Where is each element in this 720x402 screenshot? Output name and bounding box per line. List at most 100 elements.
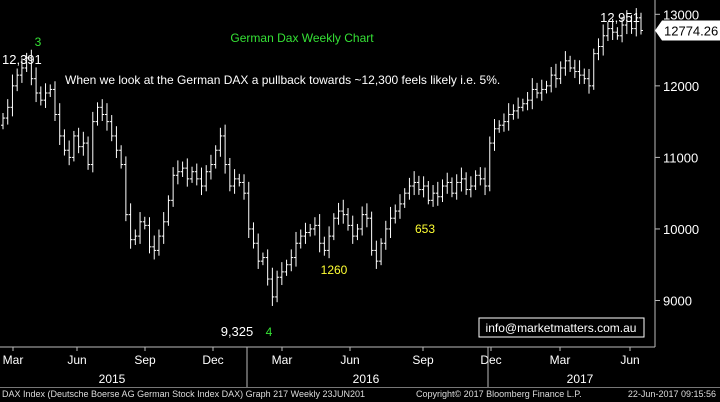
ohlc-bar — [317, 214, 322, 253]
ohlc-bar — [15, 68, 20, 92]
ohlc-bar — [81, 131, 86, 156]
ohlc-bar — [161, 212, 166, 244]
x-year-label: 2015 — [99, 372, 126, 386]
footer-copyright: Copyright© 2017 Bloomberg Finance L.P. — [416, 389, 582, 399]
y-tick-label: 9000 — [663, 293, 692, 308]
chart-annotation: 9,325 — [221, 324, 254, 339]
ohlc-bar — [327, 226, 332, 259]
ohlc-bar — [227, 157, 232, 192]
chart-annotation: 12,951 — [600, 10, 640, 25]
ohlc-bar — [558, 61, 563, 84]
ohlc-bar — [298, 229, 303, 249]
ohlc-bar — [38, 86, 43, 106]
ohlc-bar — [284, 259, 289, 276]
ohlc-bar — [572, 59, 577, 79]
ohlc-bar — [34, 67, 39, 103]
ohlc-bar — [251, 222, 256, 249]
ohlc-bar — [478, 167, 483, 186]
ohlc-bar — [563, 51, 568, 76]
ohlc-bar — [336, 202, 341, 225]
ohlc-bar — [294, 231, 299, 267]
x-year-label: 2016 — [353, 372, 380, 386]
ohlc-bar — [374, 240, 379, 269]
ohlc-bar — [615, 27, 620, 40]
ohlc-bar — [123, 156, 128, 222]
ohlc-bar — [568, 55, 573, 72]
ohlc-bar — [582, 68, 587, 84]
y-tick-label: 11000 — [663, 150, 698, 165]
ohlc-bar — [104, 103, 109, 131]
ohlc-bar — [407, 177, 412, 200]
ohlc-bar — [76, 127, 81, 154]
ohlc-bar — [535, 82, 540, 99]
chart-annotation: 1260 — [321, 263, 348, 277]
ohlc-bar — [190, 166, 195, 183]
ohlc-bar — [175, 160, 180, 185]
x-month-label: Sep — [134, 353, 156, 367]
ohlc-bar — [525, 92, 530, 111]
ohlc-bar — [601, 24, 606, 56]
ohlc-bar — [71, 130, 76, 162]
ohlc-bar — [270, 267, 275, 306]
ohlc-bar — [312, 217, 317, 236]
ohlc-bar — [5, 99, 10, 125]
watermark-text: info@marketmatters.com.au — [486, 321, 637, 335]
ohlc-bar — [24, 52, 29, 72]
x-month-label: Dec — [202, 353, 223, 367]
ohlc-bar — [166, 195, 171, 226]
ohlc-bar — [553, 63, 558, 88]
ohlc-bar — [128, 203, 133, 249]
x-month-label: Mar — [550, 353, 571, 367]
ohlc-bar — [213, 145, 218, 169]
ohlc-bar — [549, 66, 554, 93]
ohlc-bar — [341, 199, 346, 224]
ohlc-bar — [208, 154, 213, 180]
ohlc-bar — [1, 113, 5, 130]
ohlc-bar — [256, 233, 261, 269]
ohlc-bar — [402, 188, 407, 208]
x-month-label: Jun — [67, 353, 86, 367]
ohlc-bar — [242, 174, 247, 200]
last-price-box — [655, 20, 720, 41]
ohlc-bar — [218, 127, 223, 157]
ohlc-bar — [29, 49, 34, 86]
ohlc-bar — [511, 104, 516, 120]
ohlc-bar — [369, 211, 374, 256]
ohlc-bar — [426, 181, 431, 205]
ohlc-bar — [275, 270, 280, 303]
ohlc-bar — [308, 223, 313, 237]
ohlc-bar — [10, 74, 15, 117]
chart-annotation: 653 — [415, 222, 435, 236]
ohlc-bar — [260, 252, 265, 266]
ohlc-bar — [530, 78, 535, 110]
footer-source-label: DAX Index (Deutsche Boerse AG German Sto… — [2, 389, 366, 399]
ohlc-bar — [185, 158, 190, 187]
ohlc-bar — [416, 175, 421, 195]
ohlc-bar — [492, 119, 497, 151]
ohlc-bar — [435, 181, 440, 206]
ohlc-bar — [19, 58, 24, 83]
ohlc-bar — [114, 126, 119, 159]
watermark-box — [478, 317, 645, 338]
ohlc-bar — [360, 206, 365, 236]
ohlc-bar — [440, 179, 445, 203]
ohlc-bar — [86, 136, 91, 170]
x-month-label: Sep — [412, 353, 434, 367]
ohlc-bar — [232, 169, 237, 194]
ohlc-bar — [355, 223, 360, 241]
ohlc-bar — [67, 140, 72, 166]
ohlc-bar — [605, 22, 610, 42]
ohlc-bar — [577, 60, 582, 85]
ohlc-bar — [449, 177, 454, 198]
ohlc-bar — [119, 145, 124, 169]
ohlc-bar — [43, 83, 48, 108]
ohlc-bar — [289, 249, 294, 272]
x-month-label: Mar — [3, 353, 24, 367]
x-month-label: Dec — [480, 353, 501, 367]
ohlc-bar — [303, 222, 308, 244]
ohlc-bar — [634, 8, 639, 37]
ohlc-bar — [147, 217, 152, 254]
ohlc-bar — [364, 203, 369, 228]
ohlc-bar — [596, 38, 601, 61]
ohlc-bar — [544, 80, 549, 94]
